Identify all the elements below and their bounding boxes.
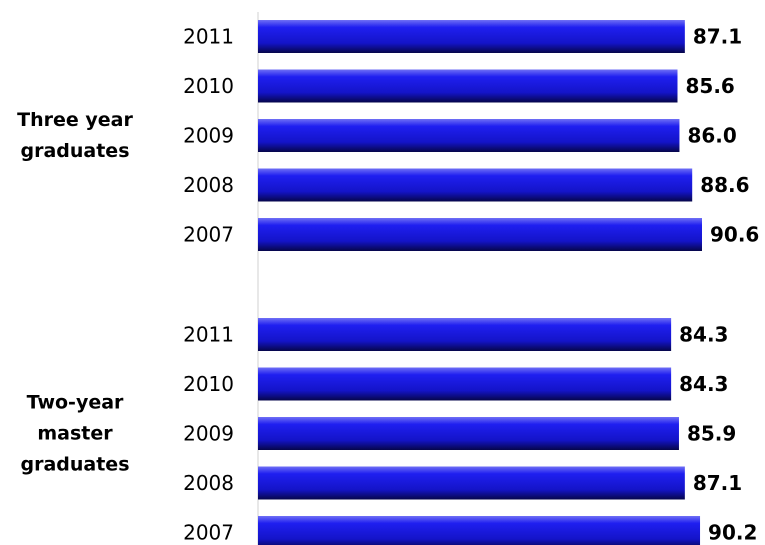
bar-group-2: 2011 84.3 2010 84.3 2009 85.9 2008 87.1 2007 90.2… <box>20 318 757 545</box>
year-tick-label: 2009 <box>183 124 234 148</box>
year-tick-label: 2007 <box>183 521 234 545</box>
year-tick-label: 2007 <box>183 223 234 247</box>
data-label: 84.3 <box>679 323 728 347</box>
data-label: 85.6 <box>685 74 734 98</box>
group-label-line: master <box>37 423 113 445</box>
year-tick-label: 2009 <box>183 422 234 446</box>
data-label: 87.1 <box>693 25 742 49</box>
groups-layer: 2011 87.1 2010 85.6 2009 86.0 2008 88.6 2007 90.6… <box>17 20 759 545</box>
bar <box>258 318 672 351</box>
year-tick-label: 2010 <box>183 372 234 396</box>
group-label-line: graduates <box>20 140 129 162</box>
data-label: 90.6 <box>710 223 759 247</box>
bar <box>258 20 685 53</box>
data-label: 84.3 <box>679 372 728 396</box>
data-label: 85.9 <box>687 422 736 446</box>
group-label-line: Three year <box>17 109 133 131</box>
bar-group-1: 2011 87.1 2010 85.6 2009 86.0 2008 88.6 2007 90.6… <box>17 20 759 251</box>
data-label: 86.0 <box>687 124 736 148</box>
year-tick-label: 2010 <box>183 74 234 98</box>
bar <box>258 119 680 152</box>
year-tick-label: 2011 <box>183 25 234 49</box>
bar <box>258 168 693 202</box>
data-label: 88.6 <box>700 173 749 197</box>
data-label: 90.2 <box>708 521 757 545</box>
bar <box>258 69 678 103</box>
bar <box>258 218 702 251</box>
bar <box>258 417 679 450</box>
group-label: Two-year master graduates <box>20 392 129 476</box>
data-label: 87.1 <box>693 471 742 495</box>
group-label-line: Two-year <box>27 392 124 414</box>
bar <box>258 466 685 500</box>
group-label: Three year graduates <box>17 109 133 162</box>
bar <box>258 367 672 401</box>
year-tick-label: 2008 <box>183 173 234 197</box>
bar <box>258 516 701 545</box>
year-tick-label: 2008 <box>183 471 234 495</box>
year-tick-label: 2011 <box>183 323 234 347</box>
group-label-line: graduates <box>20 454 129 476</box>
